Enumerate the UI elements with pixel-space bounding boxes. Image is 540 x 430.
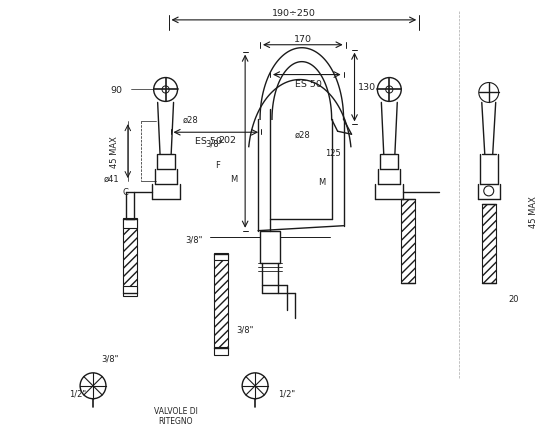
Text: ES 50: ES 50 — [295, 80, 322, 88]
Text: 130: 130 — [357, 83, 376, 92]
Text: 45 MAX: 45 MAX — [110, 136, 119, 168]
Text: 90: 90 — [111, 86, 123, 95]
Text: M: M — [318, 178, 325, 187]
Text: VALVOLE DI
RITEGNO: VALVOLE DI RITEGNO — [153, 406, 198, 425]
Bar — [401, 200, 415, 284]
Text: ES 50: ES 50 — [195, 137, 222, 146]
Bar — [123, 218, 137, 228]
Bar — [214, 253, 228, 261]
Text: 45 MAX: 45 MAX — [529, 195, 537, 227]
Text: ø41: ø41 — [103, 175, 119, 184]
Text: F: F — [215, 161, 220, 169]
Bar — [123, 219, 137, 294]
Text: ø28: ø28 — [183, 115, 198, 124]
Text: 202: 202 — [218, 135, 236, 144]
Text: 3/8": 3/8" — [236, 324, 254, 333]
Text: 3/8": 3/8" — [205, 139, 222, 148]
Bar — [260, 231, 280, 264]
Bar — [214, 347, 228, 355]
Bar — [482, 204, 496, 284]
Text: 1/2": 1/2" — [278, 389, 295, 398]
Text: 125: 125 — [325, 149, 340, 158]
Bar — [123, 287, 137, 297]
Text: 3/8": 3/8" — [101, 354, 118, 363]
Text: 3/8": 3/8" — [185, 235, 203, 244]
Bar — [214, 254, 228, 348]
Text: 190÷250: 190÷250 — [272, 9, 316, 18]
Text: 20: 20 — [509, 294, 519, 303]
Text: 170: 170 — [294, 35, 312, 44]
Text: M: M — [230, 175, 238, 184]
Text: 1/2": 1/2" — [69, 389, 86, 398]
Text: ø28: ø28 — [295, 131, 310, 140]
Text: C: C — [123, 188, 129, 197]
